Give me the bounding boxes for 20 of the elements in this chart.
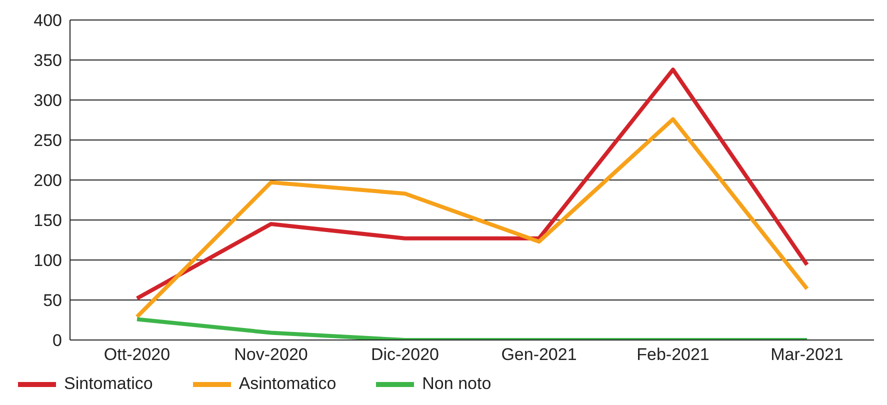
- y-tick-label: 100: [34, 251, 62, 270]
- y-tick-label: 350: [34, 51, 62, 70]
- y-tick-label: 400: [34, 11, 62, 30]
- y-tick-label: 150: [34, 211, 62, 230]
- x-tick-label: Dic-2020: [370, 345, 440, 364]
- x-tick-label: Mar-2021: [770, 345, 844, 364]
- y-tick-label: 200: [34, 171, 62, 190]
- legend-label: Non noto: [422, 374, 492, 394]
- y-tick-label: 50: [43, 291, 62, 310]
- x-tick-label: Gen-2021: [501, 345, 577, 364]
- y-tick-label: 0: [52, 331, 62, 350]
- legend-label: Asintomatico: [238, 374, 336, 394]
- y-tick-label: 300: [34, 91, 62, 110]
- x-tick-label: Feb-2021: [636, 345, 710, 364]
- line-series: [135, 68, 809, 300]
- line-series: [135, 117, 809, 319]
- y-tick-label: 250: [34, 131, 62, 150]
- x-tick-label: Nov-2020: [234, 345, 308, 364]
- legend-label: Sintomatico: [64, 374, 153, 394]
- x-tick-label: Ott-2020: [104, 345, 170, 364]
